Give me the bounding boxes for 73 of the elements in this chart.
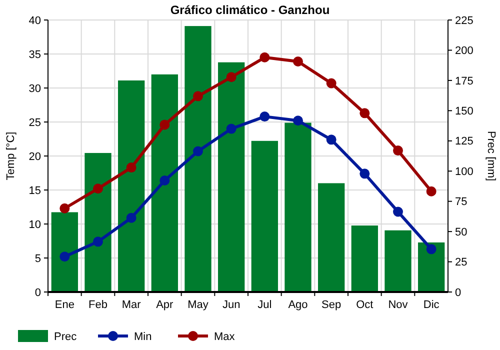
y2-tick-label: 125 <box>455 136 474 148</box>
y-tick-label: 15 <box>28 184 41 197</box>
bar <box>318 183 345 292</box>
bar <box>284 122 312 292</box>
bar <box>51 212 78 292</box>
y-tick-label: 35 <box>28 48 41 61</box>
y2-tick-label: 175 <box>455 75 474 88</box>
point <box>260 112 270 122</box>
y-tick-label: 40 <box>28 14 41 27</box>
x-tick-label: May <box>188 299 209 311</box>
bar <box>84 152 112 292</box>
y-tick-label: 5 <box>34 252 41 265</box>
point <box>426 186 436 196</box>
y2-axis-title: Prec [mm] <box>485 130 497 182</box>
point <box>293 56 303 66</box>
y-axis-title: Temp [°C] <box>5 132 17 180</box>
x-tick-label: Ene <box>54 299 74 311</box>
y2-tick-label: 100 <box>455 166 474 178</box>
bar <box>218 62 245 292</box>
point <box>226 124 236 134</box>
point <box>126 162 136 173</box>
point <box>93 184 103 194</box>
point <box>193 146 203 156</box>
y2-tick-label: 50 <box>455 226 468 238</box>
point <box>160 175 170 186</box>
bar <box>184 26 212 292</box>
y2-tick-label: 75 <box>455 196 468 208</box>
legend-label: Prec <box>54 330 78 343</box>
point <box>126 212 136 223</box>
point <box>360 108 370 118</box>
point <box>60 252 70 262</box>
point <box>293 116 303 126</box>
point <box>360 168 370 179</box>
y2-tick-label: 200 <box>455 45 474 58</box>
x-tick-label: Oct <box>356 299 374 311</box>
point <box>393 206 403 217</box>
bar <box>384 230 412 292</box>
point <box>260 52 270 62</box>
point <box>60 203 70 214</box>
point <box>93 236 103 247</box>
legend-label: Min <box>134 330 152 343</box>
x-tick-label: Jun <box>222 299 240 311</box>
bar <box>418 242 445 292</box>
bar <box>151 74 178 292</box>
x-tick-label: Dic <box>423 299 440 311</box>
y2-tick-label: 150 <box>455 106 474 118</box>
y-tick-label: 30 <box>28 82 41 95</box>
point <box>160 120 170 130</box>
x-tick-label: Sep <box>322 299 342 311</box>
y2-tick-label: 225 <box>455 14 474 27</box>
bar <box>118 80 145 292</box>
x-tick-label: Nov <box>388 299 408 311</box>
point <box>326 134 336 145</box>
point <box>326 78 336 88</box>
y-tick-label: 10 <box>28 218 41 231</box>
chart-title: Gráfico climático - Ganzhou <box>170 3 330 17</box>
bar <box>251 140 278 292</box>
y-tick-label: 20 <box>28 150 41 163</box>
x-tick-label: Ago <box>288 299 308 311</box>
y-tick-label: 25 <box>28 116 41 129</box>
x-tick-label: Mar <box>122 299 142 311</box>
bar <box>351 226 378 292</box>
point <box>226 72 236 82</box>
y-tick-label: 0 <box>34 286 41 299</box>
y2-tick-label: 25 <box>455 256 468 269</box>
x-tick-label: Feb <box>88 299 108 311</box>
y2-tick-label: 0 <box>455 286 462 299</box>
point <box>193 91 203 102</box>
legend-label: Max <box>214 330 236 343</box>
x-tick-label: Apr <box>156 299 174 311</box>
point <box>393 146 403 156</box>
x-tick-label: Jul <box>258 299 272 311</box>
point <box>426 244 436 254</box>
